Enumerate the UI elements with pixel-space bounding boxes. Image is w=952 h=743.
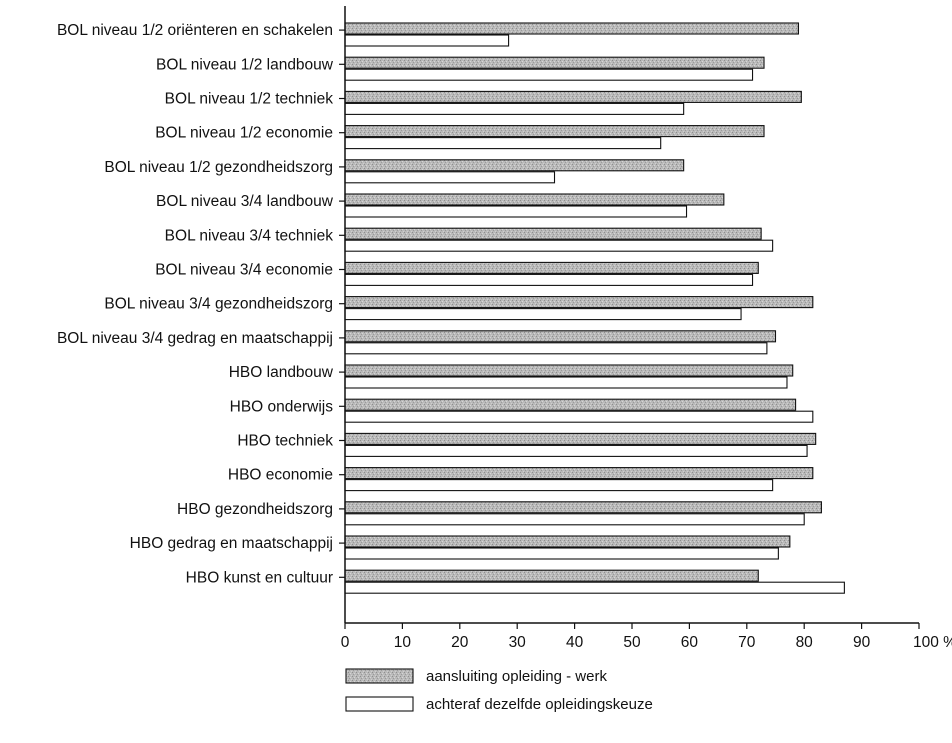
bar-achteraf [344,68,754,81]
x-tick-label: 40 [566,634,584,651]
bar-aansluiting [344,501,822,514]
x-tick-label: 0 [341,634,350,651]
legend-label-aansluiting: aansluiting opleiding - werk [426,668,607,685]
category-label: HBO techniek [237,433,333,450]
x-tick-label: 20 [451,634,469,651]
x-axis-ticks: 0 10 20 30 40 50 60 70 80 90 100 % [341,623,952,651]
category-label: BOL niveau 1/2 techniek [165,91,334,108]
bar-aansluiting [344,193,725,206]
bar-achteraf [344,513,805,526]
bar-achteraf [344,376,788,389]
bar-achteraf [344,342,768,355]
bar-achteraf [344,171,556,184]
bar-aansluiting [344,364,794,377]
legend-label-achteraf: achteraf dezelfde opleidingskeuze [426,696,653,713]
bar-aansluiting [344,261,759,274]
legend-swatch-aansluiting [345,668,414,684]
bar-achteraf [344,137,662,150]
legend: aansluiting opleiding - werk achteraf dez… [345,668,653,713]
category-label: BOL niveau 3/4 gezondheidszorg [104,296,333,313]
bar-aansluiting [344,330,777,343]
bar-aansluiting [344,159,685,172]
bar-aansluiting [344,125,765,138]
category-label: BOL niveau 1/2 gezondheidszorg [104,159,333,176]
bar-aansluiting [344,535,791,548]
category-label: BOL niveau 3/4 techniek [165,227,334,244]
x-tick-label: 100 % [913,634,952,651]
category-label: BOL niveau 1/2 oriënteren en schakelen [57,22,333,39]
category-label: HBO gezondheidszorg [177,501,333,518]
bar-aansluiting [344,227,762,240]
bar-achteraf [344,581,845,594]
x-tick-label: 30 [509,634,527,651]
bar-achteraf [344,34,510,47]
x-tick-label: 60 [681,634,699,651]
category-label: HBO kunst en cultuur [186,569,333,586]
category-label: BOL niveau 3/4 economie [155,262,333,279]
x-tick-label: 50 [623,634,641,651]
bar-achteraf [344,547,779,560]
bar-aansluiting [344,90,802,103]
bar-aansluiting [344,296,814,309]
bar-achteraf [344,239,774,252]
bar-aansluiting [344,22,800,35]
bar-achteraf [344,102,685,115]
category-labels: BOL niveau 1/2 oriënteren en schakelen BO… [57,22,345,586]
bar-achteraf [344,444,808,457]
category-label: BOL niveau 1/2 economie [155,125,333,142]
bar-aansluiting [344,569,759,582]
bar-achteraf [344,273,754,286]
category-label: BOL niveau 1/2 landbouw [156,56,334,73]
category-label: HBO economie [228,467,333,484]
x-tick-label: 70 [738,634,756,651]
category-label: BOL niveau 3/4 landbouw [156,193,334,210]
bar-achteraf [344,308,742,321]
category-label: HBO onderwijs [230,398,334,415]
bar-achteraf [344,479,774,492]
bar-aansluiting [344,398,797,411]
legend-swatch-achteraf [345,696,414,712]
x-tick-label: 80 [796,634,814,651]
bars-group [344,22,845,594]
bar-aansluiting [344,467,814,480]
category-label: BOL niveau 3/4 gedrag en maatschappij [57,330,333,347]
bar-aansluiting [344,56,765,69]
x-tick-label: 10 [394,634,412,651]
bar-aansluiting [344,432,817,445]
bar-achteraf [344,205,688,218]
x-tick-label: 90 [853,634,871,651]
bar-achteraf [344,410,814,423]
category-label: HBO landbouw [229,364,334,381]
category-label: HBO gedrag en maatschappij [130,535,333,552]
